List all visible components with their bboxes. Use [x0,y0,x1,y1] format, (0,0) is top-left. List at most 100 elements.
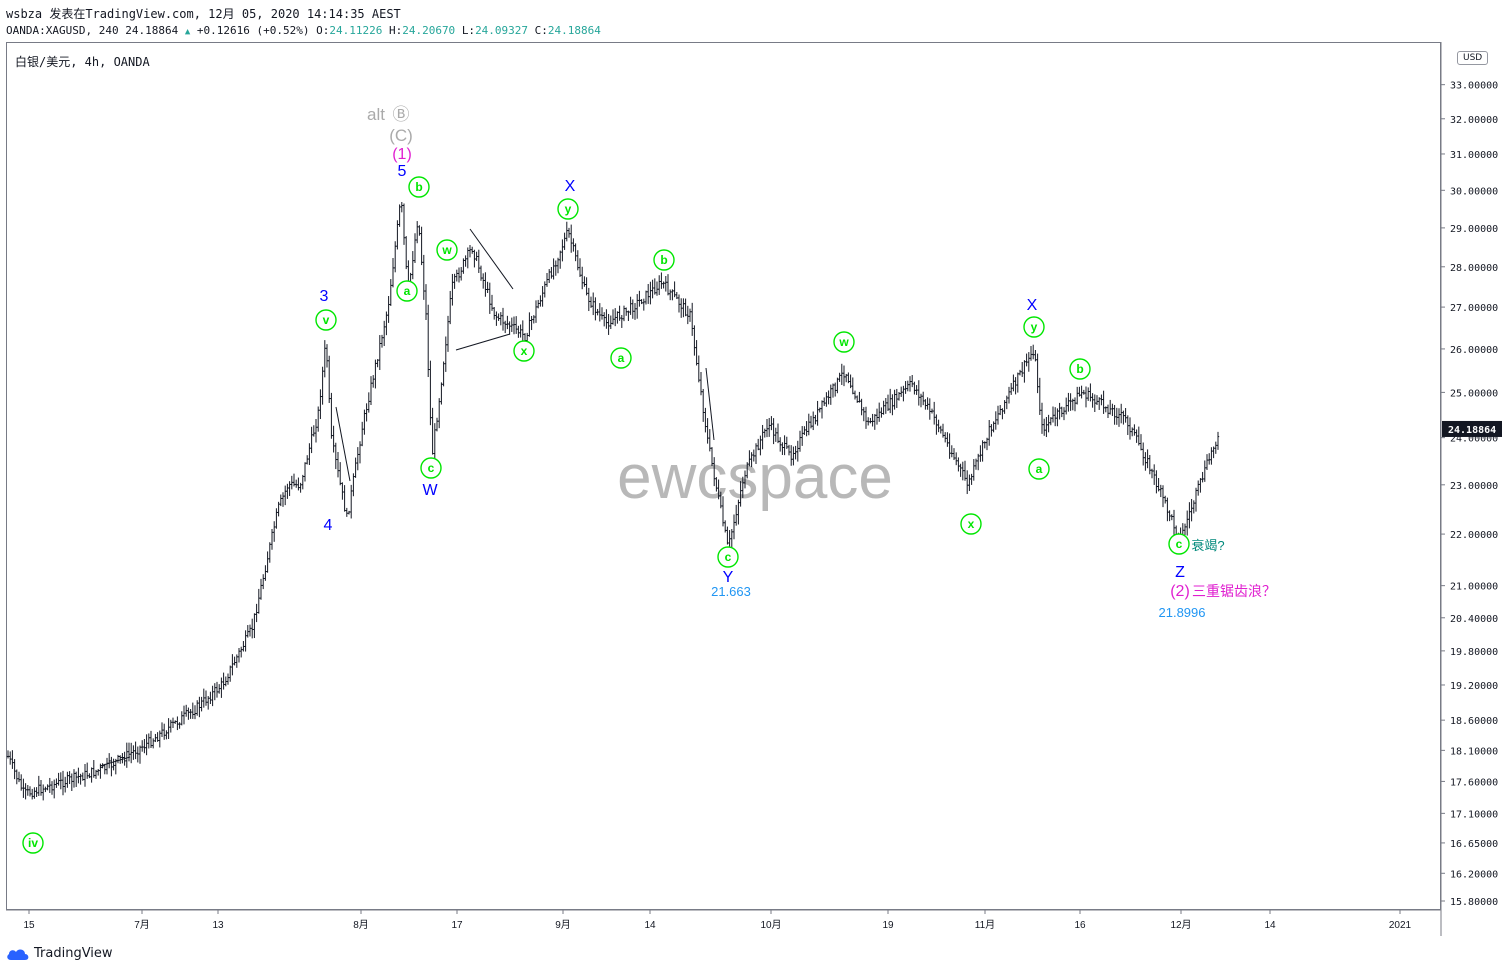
y-tick-label: 32.00000 [1450,115,1498,126]
y-tick-label: 28.00000 [1450,263,1498,274]
wave-circle [396,280,418,302]
wave-label: Ⓑ [393,105,410,124]
wave-label: 21.8996 [1159,605,1206,620]
wave-circle [408,176,430,198]
wave-label: alt [367,105,385,124]
up-arrow-icon: ▲ [184,27,191,37]
wave-circle [557,198,579,220]
y-tick-label: 16.20000 [1450,869,1498,880]
x-tick-label: 2021 [1389,920,1412,931]
high-value: 24.20670 [402,24,456,37]
wave-circle-label: c [725,550,732,564]
wave-circle-label: b [415,180,422,194]
wave-label: 21.663 [711,584,751,599]
x-tick-label: 16 [1074,920,1086,931]
symbol-label: OANDA:XAGUSD, 240 [6,24,119,37]
wave-label: (1) [392,146,412,163]
wave-circle-label: v [323,313,330,327]
wave-label: Y [723,569,734,586]
y-tick-label: 22.00000 [1450,530,1498,541]
wave-circle [610,347,632,369]
chart-legend: 白银/美元, 4h, OANDA [15,55,150,69]
y-tick-label: 31.00000 [1450,150,1498,161]
last-price-tag-label: 24.18864 [1448,425,1496,436]
wave-circle-label: w [441,243,452,257]
y-tick-label: 30.00000 [1450,186,1498,197]
y-tick-label: 24.00000 [1450,434,1498,445]
currency-badge[interactable]: USD [1457,51,1489,65]
wave-circle-label: b [660,253,667,267]
x-tick-label: 9月 [555,919,571,931]
y-tick-label: 19.20000 [1450,681,1498,692]
y-tick-label: 19.80000 [1450,647,1498,658]
wave-circle-label: x [968,517,975,531]
wave-label: (C) [389,126,413,145]
x-tick-label: 7月 [134,919,150,931]
wave-circle-label: a [618,351,625,365]
wave-circle-label: c [428,461,435,475]
y-tick-label: 33.00000 [1450,81,1498,92]
y-tick-label: 26.00000 [1450,345,1498,356]
wave-circle [436,239,458,261]
wave-circle-label: b [1076,362,1083,376]
wave-circle [513,340,535,362]
trend-line [455,333,511,351]
y-tick-label: 21.00000 [1450,582,1498,593]
close-value: 24.18864 [547,24,601,37]
low-value: 24.09327 [475,24,529,37]
x-tick-label: 10月 [760,919,781,931]
high-label: H: [388,24,403,37]
wave-circle [960,513,982,535]
y-tick-label: 16.65000 [1450,839,1498,850]
wave-circle [717,546,739,568]
y-tick-label: 17.10000 [1450,809,1498,820]
y-tick-label: 18.10000 [1450,746,1498,757]
wave-circle [833,331,855,353]
wave-circle-label: a [1036,462,1043,476]
wave-label: 4 [324,517,333,534]
trend-line [705,367,715,441]
x-tick-label: 14 [644,920,656,931]
tradingview-logo[interactable]: TradingView [6,946,113,961]
x-tick-label: 8月 [353,919,369,931]
x-tick-label: 15 [23,920,35,931]
x-tick-label: 11月 [975,919,995,931]
wave-circle-label: y [1031,320,1038,334]
open-label: O: [316,24,330,37]
wave-circle-label: x [521,344,528,358]
tradingview-brand: TradingView [34,946,113,961]
wave-circle [1023,316,1045,338]
wave-circle [22,832,44,854]
close-label: C: [534,24,548,37]
wave-circle-label: iv [28,836,38,850]
wave-circle-label: a [404,284,411,298]
trend-line [335,406,351,482]
y-tick-label: 27.00000 [1450,303,1498,314]
wave-circle-label: w [838,335,849,349]
wave-circle-label: c [1176,537,1183,551]
ohlc-line: OANDA:XAGUSD, 240 24.18864 ▲ +0.12616 (+… [6,24,601,37]
wave-label: 三重锯齿浪？ [1192,583,1276,599]
wave-label: X [1027,297,1038,314]
x-tick-label: 12月 [1170,919,1191,931]
x-tick-label: 13 [212,920,224,931]
wave-label: 5 [398,163,407,180]
y-tick-label: 29.00000 [1450,224,1498,235]
x-tick-label: 14 [1264,920,1276,931]
last-price: 24.18864 [125,24,179,37]
open-value: 24.11226 [329,24,383,37]
change-value: +0.12616 (+0.52%) [196,24,310,37]
x-tick-label: 19 [882,920,894,931]
wave-circle [653,249,675,271]
trend-line [469,228,514,290]
wave-circle-label: y [565,202,572,216]
wave-circle [1028,458,1050,480]
publish-info: wsbza 发表在TradingView.com, 12月 05, 2020 1… [6,7,401,21]
wave-label: X [565,178,576,195]
y-tick-label: 15.80000 [1450,897,1498,908]
y-tick-label: 25.00000 [1450,388,1498,399]
tradingview-cloud-icon [7,949,29,960]
y-tick-label: 20.40000 [1450,614,1498,625]
wave-circle [1168,533,1190,555]
